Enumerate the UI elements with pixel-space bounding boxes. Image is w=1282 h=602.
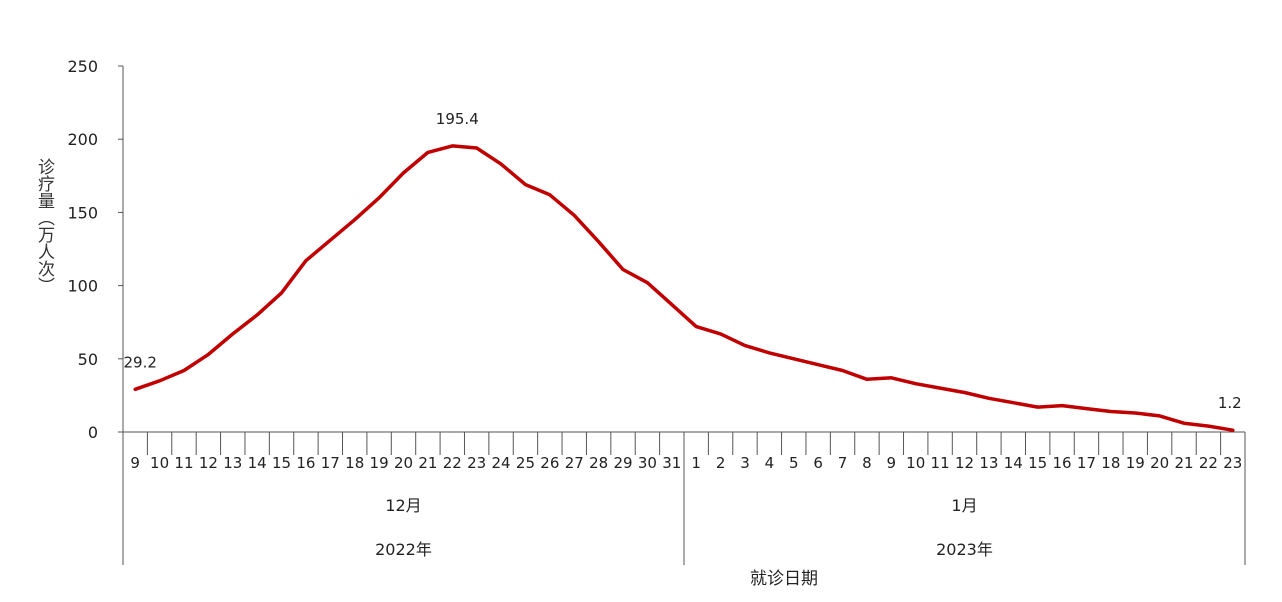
x-tick-label: 15 [1028, 454, 1047, 472]
x-tick-label: 22 [1199, 454, 1218, 472]
x-tick-label: 26 [540, 454, 559, 472]
y-tick-label: 0 [88, 423, 98, 442]
x-tick-label: 27 [565, 454, 584, 472]
x-tick-label: 17 [321, 454, 340, 472]
x-tick-label: 19 [370, 454, 389, 472]
x-tick-label: 11 [931, 454, 950, 472]
x-tick-label: 8 [862, 454, 872, 472]
y-tick-label: 250 [67, 57, 98, 76]
x-tick-label: 1 [691, 454, 701, 472]
x-tick-label: 9 [887, 454, 897, 472]
x-tick-label: 24 [492, 454, 511, 472]
x-tick-label: 21 [418, 454, 437, 472]
y-tick-label: 100 [67, 277, 98, 296]
year-label: 2023年 [936, 540, 993, 559]
y-axis-label: 诊疗量（万人次） [34, 158, 54, 294]
month-label: 12月 [385, 496, 421, 515]
x-tick-label: 15 [272, 454, 291, 472]
x-tick-label: 10 [906, 454, 925, 472]
x-tick-label: 6 [813, 454, 823, 472]
x-tick-label: 9 [130, 454, 140, 472]
x-tick-label: 7 [838, 454, 848, 472]
x-tick-label: 28 [589, 454, 608, 472]
x-tick-label: 3 [740, 454, 750, 472]
x-tick-label: 10 [150, 454, 169, 472]
x-tick-label: 29 [613, 454, 632, 472]
x-tick-label: 22 [443, 454, 462, 472]
x-tick-label: 14 [1004, 454, 1023, 472]
x-tick-label: 17 [1077, 454, 1096, 472]
x-tick-label: 23 [1223, 454, 1242, 472]
x-tick-label: 19 [1126, 454, 1145, 472]
x-tick-label: 13 [979, 454, 998, 472]
x-tick-label: 16 [296, 454, 315, 472]
year-label: 2022年 [375, 540, 432, 559]
x-tick-label: 2 [716, 454, 726, 472]
x-tick-label: 5 [789, 454, 799, 472]
x-tick-label: 23 [467, 454, 486, 472]
x-tick-label: 16 [1053, 454, 1072, 472]
x-tick-label: 4 [765, 454, 775, 472]
month-label: 1月 [951, 496, 977, 515]
x-tick-label: 13 [223, 454, 242, 472]
data-label: 1.2 [1218, 394, 1242, 412]
x-tick-label: 25 [516, 454, 535, 472]
x-tick-label: 20 [394, 454, 413, 472]
x-tick-label: 11 [174, 454, 193, 472]
x-tick-label: 31 [662, 454, 681, 472]
x-tick-label: 21 [1174, 454, 1193, 472]
y-tick-label: 50 [78, 350, 98, 369]
x-axis-label: 就诊日期 [750, 569, 818, 589]
x-tick-label: 18 [345, 454, 364, 472]
data-label: 195.4 [436, 110, 479, 128]
x-tick-label: 20 [1150, 454, 1169, 472]
x-tick-label: 18 [1101, 454, 1120, 472]
y-tick-label: 200 [67, 130, 98, 149]
data-label: 29.2 [123, 353, 156, 371]
x-tick-label: 12 [955, 454, 974, 472]
x-tick-label: 30 [638, 454, 657, 472]
x-tick-label: 14 [248, 454, 267, 472]
series-line [133, 144, 1235, 432]
x-tick-label: 12 [199, 454, 218, 472]
y-tick-label: 150 [67, 203, 98, 222]
